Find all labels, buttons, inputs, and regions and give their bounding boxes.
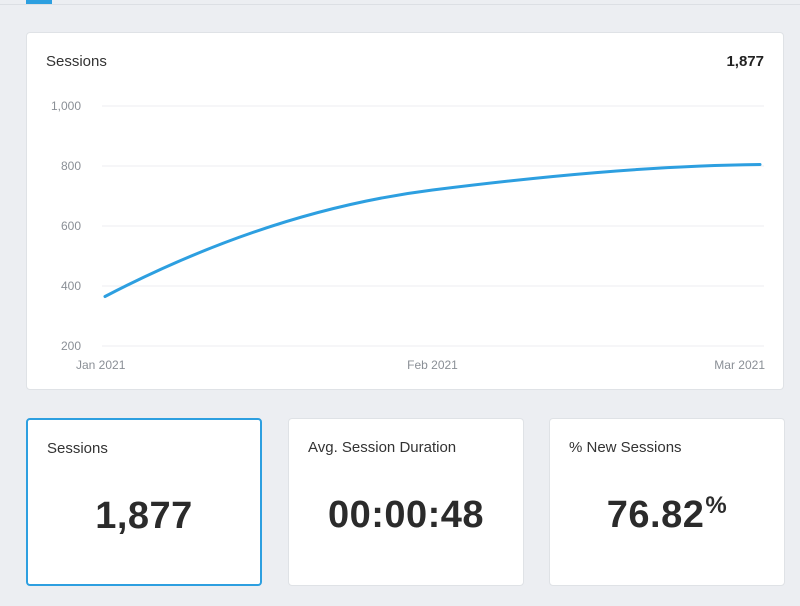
tab-indicator <box>26 0 52 4</box>
y-tick-label: 200 <box>61 339 81 353</box>
y-tick-label: 800 <box>61 159 81 173</box>
y-tick-label: 1,000 <box>51 99 81 113</box>
chart-title: Sessions <box>46 53 107 70</box>
stat-label: Avg. Session Duration <box>308 439 457 456</box>
sessions-chart-card: 1,000 800 600 400 200 Jan 2021 Feb 2021 Mar 20… <box>26 32 784 390</box>
chart-total: 1,877 <box>726 53 764 70</box>
stat-suffix: % <box>705 492 728 519</box>
sessions-line-chart: 1,000 800 600 400 200 Jan 2021 Feb 2021 Mar 20… <box>51 99 765 372</box>
x-tick-label: Feb 2021 <box>407 358 458 372</box>
stat-value: 76.82% <box>550 492 784 537</box>
stat-value: 00:00:48 <box>289 494 523 537</box>
header-divider <box>0 4 800 5</box>
stat-card-sessions[interactable]: Sessions 1,877 <box>26 418 262 586</box>
stat-number: 00:00:48 <box>327 494 485 536</box>
stat-number: 1,877 <box>95 495 193 537</box>
y-tick-label: 400 <box>61 279 81 293</box>
x-tick-label: Mar 2021 <box>714 358 765 372</box>
chart-series <box>103 163 762 298</box>
stat-label: % New Sessions <box>569 439 682 456</box>
sessions-series-line <box>103 163 762 298</box>
stat-label: Sessions <box>47 440 108 457</box>
x-tick-label: Jan 2021 <box>76 358 126 372</box>
stat-value: 1,877 <box>28 495 260 538</box>
stat-card-avg-session-duration[interactable]: Avg. Session Duration 00:00:48 <box>288 418 524 586</box>
stat-card-new-sessions[interactable]: % New Sessions 76.82% <box>549 418 785 586</box>
chart-x-axis: Jan 2021 Feb 2021 Mar 2021 <box>76 358 765 372</box>
chart-y-axis: 1,000 800 600 400 200 <box>51 99 81 353</box>
y-tick-label: 600 <box>61 219 81 233</box>
stat-number: 76.82 <box>606 494 705 536</box>
chart-gridlines <box>102 105 764 347</box>
